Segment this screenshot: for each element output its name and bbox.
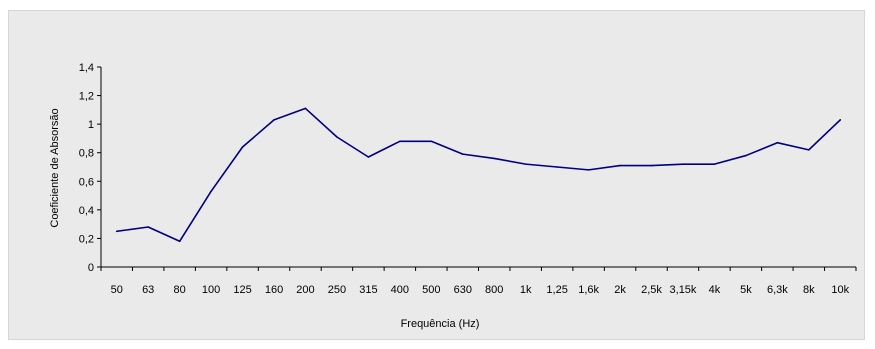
x-tick-label: 2k [614,284,626,296]
x-tick-label: 125 [233,284,251,296]
data-point [430,140,433,143]
data-point [367,156,370,158]
data-point [587,169,590,171]
x-tick-label: 100 [202,284,220,296]
data-point [273,119,275,121]
x-tick-label: 250 [328,284,346,296]
x-tick-label: 160 [265,284,283,296]
y-tick-label: 0,4 [79,205,94,217]
y-tick-label: 0,6 [79,176,94,188]
data-point [745,154,747,157]
data-point [619,164,621,167]
data-point [304,107,307,110]
x-tick-label: 63 [142,284,154,296]
data-point [776,141,779,144]
x-tick-label: 200 [296,284,314,296]
x-tick-label: 630 [454,284,472,296]
x-tick-label: 800 [485,284,503,296]
data-point [178,240,181,243]
y-tick-label: 0,2 [79,233,94,245]
data-point [399,140,401,143]
data-point [115,230,118,233]
data-point [461,153,464,155]
y-axis-title: Coeficiente de Absorsão [49,108,61,227]
x-tick-label: 500 [422,284,440,296]
series-line [116,107,841,243]
data-point [336,136,338,138]
y-tick-label: 1,4 [79,62,94,74]
data-point [147,226,149,228]
data-point [808,149,810,151]
data-point [682,163,684,165]
x-tick-label: 1k [520,284,532,296]
y-tick-label: 0,8 [79,148,94,160]
data-point [210,190,212,193]
data-point [839,119,842,121]
x-axis-title: Frequência (Hz) [401,318,480,330]
x-tick-label: 5k [740,284,752,296]
y-tick-label: 1,2 [79,91,94,103]
data-point [524,163,527,165]
x-tick-label: 80 [174,284,186,296]
x-tick-label: 1,6k [578,284,599,296]
x-tick-label: 6,3k [767,284,788,296]
x-tick-label: 10k [831,284,849,296]
data-point [556,166,558,168]
data-point [241,146,244,148]
data-point [713,163,716,165]
chart-area [8,10,865,340]
x-tick-label: 4k [709,284,721,296]
x-tick-label: 2,5k [641,284,662,296]
x-tick-label: 8k [803,284,815,296]
x-tick-label: 50 [111,284,123,296]
data-point [650,164,653,167]
x-tick-label: 315 [359,284,377,296]
y-tick-label: 0 [88,262,94,274]
x-tick-label: 3,15k [670,284,697,296]
data-point [493,157,496,160]
x-tick-label: 1,25 [546,284,567,296]
y-tick-label: 1 [88,119,94,131]
x-tick-label: 400 [391,284,409,296]
